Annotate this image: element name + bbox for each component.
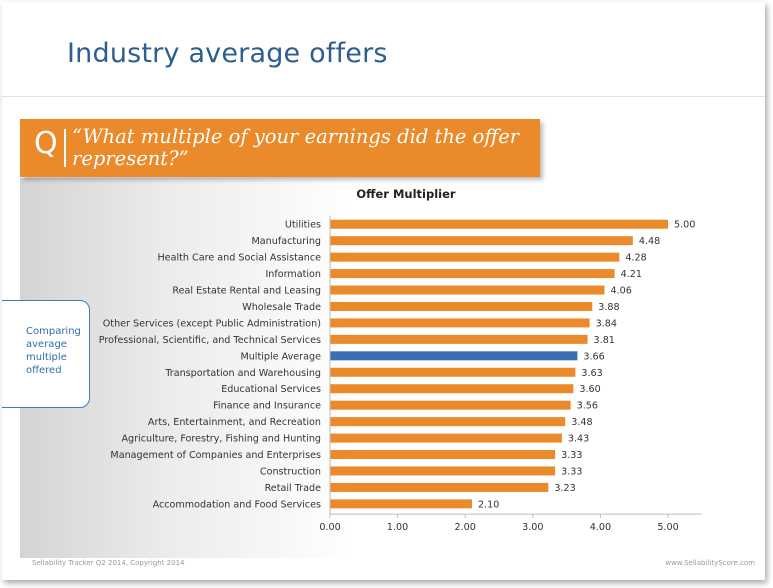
category-label: Manufacturing	[252, 236, 321, 247]
category-label: Transportation and Warehousing	[164, 368, 321, 379]
value-label: 3.23	[554, 483, 575, 494]
value-label: 3.48	[571, 417, 592, 428]
category-label: Real Estate Rental and Leasing	[172, 286, 321, 297]
x-tick-label: 4.00	[590, 522, 611, 533]
footer-website: www.SellabilityScore.com	[665, 559, 755, 567]
bar	[330, 285, 605, 295]
slide-title: Industry average offers	[67, 38, 388, 69]
bar	[330, 499, 472, 509]
x-tick-label: 1.00	[387, 522, 408, 533]
value-label: 3.43	[568, 434, 589, 445]
title-divider	[2, 96, 765, 97]
value-label: 4.48	[639, 236, 660, 247]
category-label: Information	[265, 269, 321, 280]
footer-copyright: Sellability Tracker Q2 2014, Copyright 2…	[32, 559, 185, 567]
x-tick-label: 0.00	[319, 522, 340, 533]
category-label: Accommodation and Food Services	[153, 499, 321, 510]
question-text: “What multiple of your earnings did the …	[72, 125, 520, 170]
question-marker: Q	[34, 126, 58, 161]
category-label: Utilities	[285, 220, 321, 231]
category-label: Wholesale Trade	[242, 302, 321, 313]
offer-multiplier-chart: Offer Multiplier Utilities 5.00 Manufactur…	[99, 187, 702, 533]
bar	[330, 219, 668, 229]
value-label: 3.84	[596, 318, 617, 329]
bar	[330, 400, 571, 410]
value-label: 3.63	[581, 368, 602, 379]
value-label: 4.21	[621, 269, 642, 280]
value-label: 3.81	[594, 335, 615, 346]
bar	[330, 450, 556, 460]
category-label: Educational Services	[221, 384, 321, 395]
bar	[330, 433, 562, 443]
bar	[330, 367, 576, 377]
bar	[330, 417, 566, 427]
callout-box	[2, 300, 90, 408]
category-label: Construction	[260, 466, 321, 477]
bar	[330, 482, 549, 492]
category-label: Other Services (except Public Administra…	[103, 318, 321, 329]
value-label: 3.33	[561, 450, 582, 461]
question-banner: Q “What multiple of your earnings did th…	[20, 119, 540, 177]
category-label: Arts, Entertainment, and Recreation	[148, 417, 321, 428]
value-label: 5.00	[674, 220, 695, 231]
value-label: 2.10	[478, 499, 499, 510]
bar	[330, 318, 590, 328]
highlight-bar	[330, 351, 578, 361]
bar	[330, 334, 588, 344]
value-label: 3.33	[561, 466, 582, 477]
value-label: 4.06	[610, 286, 631, 297]
category-label: Agriculture, Forestry, Fishing and Hunti…	[121, 434, 321, 445]
category-label: Multiple Average	[240, 351, 321, 362]
x-tick-label: 3.00	[522, 522, 543, 533]
category-label: Management of Companies and Enterprises	[110, 450, 321, 461]
bar	[330, 236, 633, 246]
slide: Industry average offers Q “What multiple…	[2, 2, 765, 580]
bar	[330, 384, 574, 394]
category-label: Finance and Insurance	[213, 401, 321, 412]
category-label: Retail Trade	[265, 483, 322, 494]
bar	[330, 269, 615, 279]
value-label: 4.28	[625, 253, 646, 264]
question-marker-bar	[64, 129, 66, 167]
callout-text: Comparing average multiple offered	[26, 326, 81, 376]
value-label: 3.60	[579, 384, 600, 395]
value-label: 3.56	[577, 401, 598, 412]
chart-title: Offer Multiplier	[356, 187, 455, 201]
x-tick-label: 2.00	[455, 522, 476, 533]
value-label: 3.66	[583, 351, 604, 362]
bar	[330, 252, 620, 262]
category-label: Health Care and Social Assistance	[157, 253, 321, 264]
category-label: Professional, Scientific, and Technical …	[99, 335, 321, 346]
value-label: 3.88	[598, 302, 619, 313]
bar	[330, 301, 593, 311]
x-tick-label: 5.00	[657, 522, 678, 533]
bar	[330, 466, 556, 476]
